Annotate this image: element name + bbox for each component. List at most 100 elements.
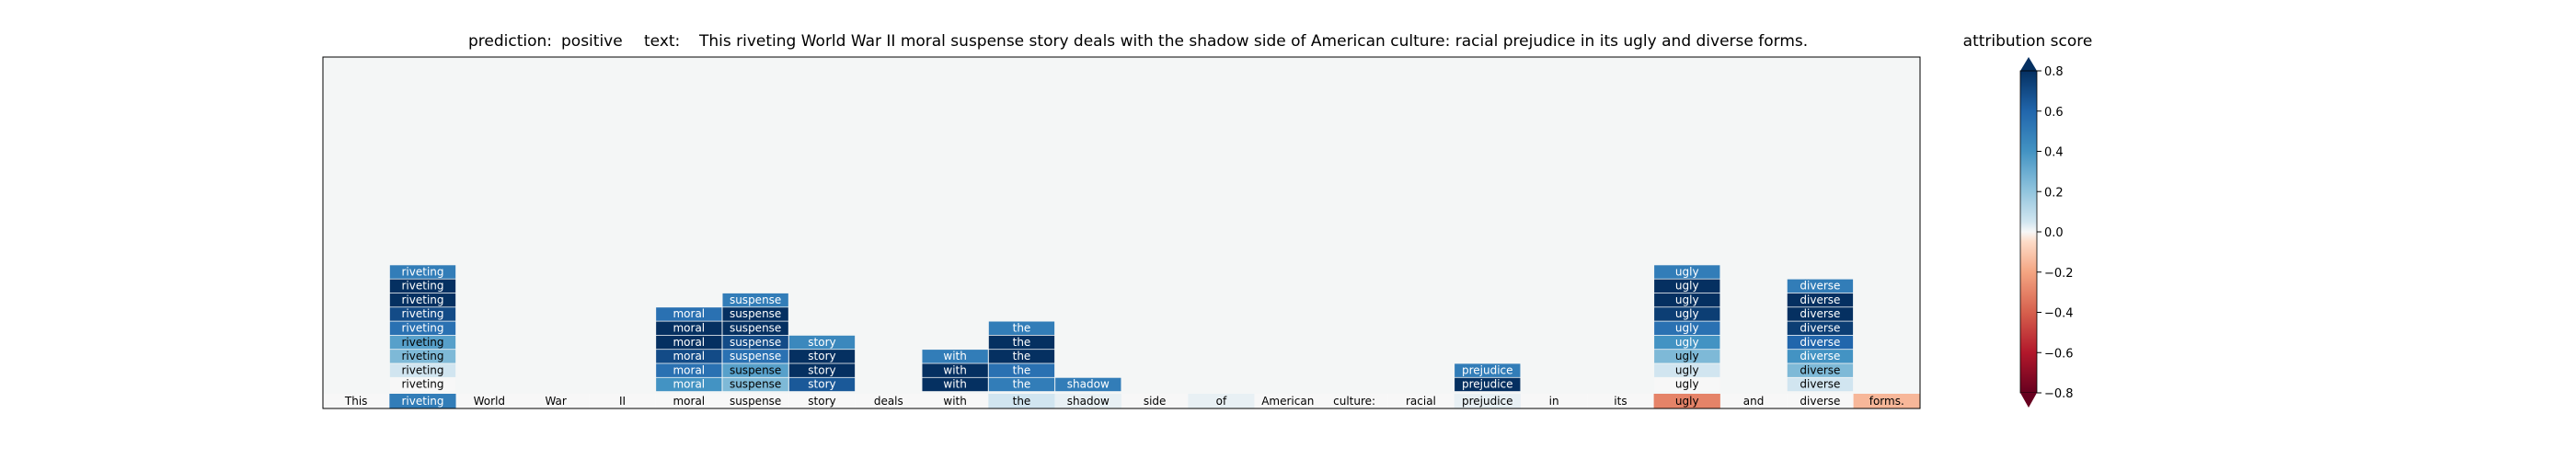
stack-cell-fill (1787, 307, 1854, 321)
stack-cell: suspense (722, 321, 788, 335)
token-cell-fill (455, 394, 523, 408)
stack-cell-label: prejudice (1462, 378, 1513, 391)
stack-cell: diverse (1787, 279, 1854, 293)
stack-cell-fill (722, 307, 788, 321)
stack-cell-fill (988, 335, 1055, 350)
token-cell-fill (1387, 394, 1455, 408)
token-label: War (545, 395, 566, 408)
token-cell-fill (921, 394, 989, 408)
token-label: deals (874, 395, 903, 408)
token-cell: ugly (1653, 394, 1720, 408)
stack-cell: riveting (389, 363, 456, 377)
stack-cell-label: suspense (730, 307, 781, 320)
token-label: riveting (401, 395, 443, 408)
token-cell: American (1254, 394, 1321, 408)
stack-cell-label: prejudice (1462, 363, 1513, 376)
stack-cell: riveting (389, 321, 456, 335)
stack-cell-fill (1654, 377, 1720, 392)
token-cell: moral (655, 394, 722, 408)
stack-cell: suspense (722, 350, 788, 363)
stack-cell-fill (1654, 307, 1720, 321)
token-label: in (1549, 395, 1559, 408)
stack-cell-fill (1055, 377, 1121, 392)
token-cell: culture: (1320, 394, 1388, 408)
stack-cell: moral (656, 307, 722, 321)
stack-cell-label: diverse (1800, 378, 1840, 391)
token-cell-fill (1054, 394, 1121, 408)
stack-cell: with (922, 363, 988, 377)
stack-cell: diverse (1787, 307, 1854, 321)
stack-cell: diverse (1787, 321, 1854, 335)
token-cell-fill (1587, 394, 1654, 408)
stack-cell-label: diverse (1800, 363, 1840, 376)
stack-cell: moral (656, 377, 722, 392)
stack-cell: the (988, 350, 1055, 363)
stack-cell-label: moral (673, 363, 705, 376)
prediction-label: prediction: (468, 32, 552, 51)
token-cell: of (1188, 394, 1255, 408)
token-label: its (1614, 395, 1627, 408)
stack-cell: riveting (389, 293, 456, 307)
plot-area (323, 57, 1920, 394)
stack-cell-label: diverse (1800, 322, 1840, 335)
stack-cell-label: ugly (1675, 363, 1699, 376)
stack-cell-label: ugly (1675, 336, 1699, 349)
token-cell: its (1587, 394, 1654, 408)
token-cell-fill (1787, 394, 1854, 408)
token-cell: in (1520, 394, 1588, 408)
stack-cell-fill (988, 321, 1055, 335)
stack-cell: story (788, 377, 856, 392)
token-cell-fill (1653, 394, 1720, 408)
plot-frame (322, 56, 1921, 409)
stack-cell-label: the (1013, 378, 1031, 391)
stack-cell-label: riveting (401, 265, 443, 278)
token-cell: and (1719, 394, 1788, 408)
stack-cell-label: ugly (1675, 350, 1699, 362)
stack-cell-fill (656, 350, 722, 363)
colorbar-tick-label: 0.4 (2044, 146, 2064, 160)
stack-cell-fill (389, 335, 456, 350)
stack-cell-label: moral (673, 350, 705, 362)
token-cell: prejudice (1454, 394, 1521, 408)
stack-cell: diverse (1787, 363, 1854, 377)
stack-cell-fill (656, 377, 722, 392)
stack-cell-fill (1654, 335, 1720, 350)
token-cell-fill (589, 394, 656, 408)
stack-cell-label: riveting (401, 378, 443, 391)
text-value: This riveting World War II moral suspens… (698, 32, 1808, 51)
token-label: This (344, 395, 368, 408)
stack-cell-label: moral (673, 336, 705, 349)
stack-cell-label: moral (673, 378, 705, 391)
stack-cell: ugly (1654, 279, 1720, 293)
token-cell-fill (788, 394, 856, 408)
stack-cell: prejudice (1455, 363, 1521, 377)
stack-cell-fill (656, 307, 722, 321)
stack-cell-label: riveting (401, 307, 443, 320)
stack-cell-fill (1787, 279, 1854, 293)
stack-cell-fill (722, 350, 788, 363)
stack-cell-fill (722, 335, 788, 350)
stack-cell-fill (922, 350, 988, 363)
stack-cell-label: shadow (1067, 378, 1110, 391)
stack-cell-fill (1654, 321, 1720, 335)
colorbar-tick-label: 0.2 (2044, 186, 2064, 200)
colorbar-max-extension (2020, 57, 2037, 71)
stack-cell-fill (1787, 350, 1854, 363)
token-cell: II (589, 394, 656, 408)
colorbar-tick-label: −0.2 (2044, 267, 2074, 281)
stack-cell-label: suspense (730, 350, 781, 362)
token-label: side (1144, 395, 1167, 408)
token-cell-fill (389, 394, 456, 408)
stack-cell-fill (656, 335, 722, 350)
stack-cell-label: diverse (1800, 350, 1840, 362)
stack-cell-fill (788, 377, 856, 392)
stack-cell: diverse (1787, 377, 1854, 392)
token-cell-fill (1121, 394, 1189, 408)
token-cell-fill (1188, 394, 1255, 408)
token-cell: side (1121, 394, 1189, 408)
stack-cell: moral (656, 335, 722, 350)
stack-cell-label: ugly (1675, 378, 1699, 391)
stack-cell-fill (1787, 335, 1854, 350)
stack-cell-label: suspense (730, 322, 781, 335)
stack-cell: with (922, 350, 988, 363)
